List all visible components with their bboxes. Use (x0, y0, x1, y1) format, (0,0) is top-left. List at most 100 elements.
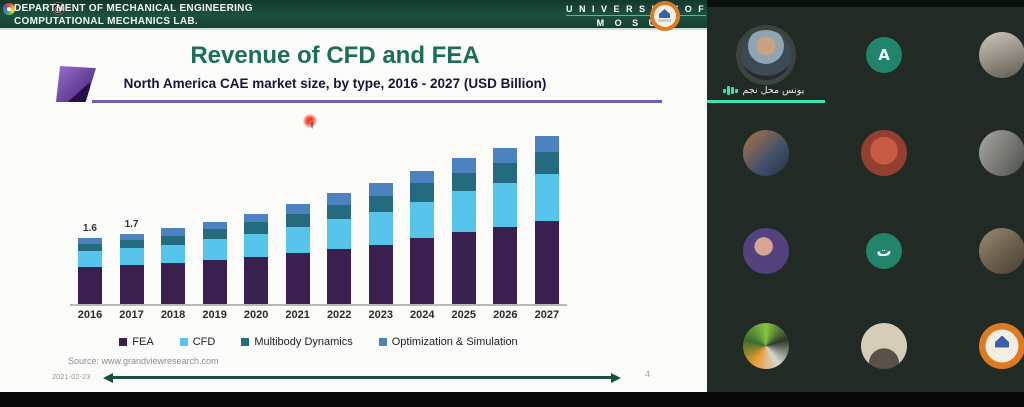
bar-segment-2027-FEA (534, 220, 559, 304)
bar-segment-2026-FEA (493, 226, 518, 304)
legend-label-CFD: CFD (192, 336, 216, 348)
bar-segment-2017-Multibody Dynamics (119, 240, 144, 249)
bar-segment-2017-CFD (119, 248, 144, 266)
x-tick-2021: 2021 (285, 309, 310, 321)
bar-2024 (402, 135, 442, 304)
bar-stack-2022 (327, 193, 352, 304)
bar-segment-2017-FEA (119, 265, 144, 304)
participant-tile-7[interactable] (707, 203, 825, 299)
legend-item-Multibody Dynamics: Multibody Dynamics (241, 336, 353, 348)
x-tick-2017: 2017 (119, 309, 144, 321)
legend-label-Optimization & Simulation: Optimization & Simulation (391, 336, 518, 348)
bar-segment-2022-FEA (327, 248, 352, 304)
department-title: DEPARTMENT OF MECHANICAL ENGINEERING COM… (14, 2, 253, 28)
legend-swatch-CFD (179, 338, 188, 346)
university-name: U N I V E R S I T Y O F M O S U L (566, 3, 706, 29)
chart-legend: FEA CFD Multibody Dynamics Optimization & S… (70, 336, 567, 348)
bar-2022 (319, 135, 359, 304)
shared-screen: @ DEPARTMENT OF MECHANICAL ENGINEERING C… (0, 0, 707, 392)
bar-segment-2023-CFD (368, 211, 393, 245)
bar-segment-2021-Multibody Dynamics (285, 213, 310, 227)
x-tick-2019: 2019 (202, 309, 227, 321)
bar-stack-2016 (78, 238, 102, 304)
bar-stack-2019 (202, 222, 227, 304)
x-tick-2018: 2018 (160, 309, 186, 321)
avatar (741, 30, 791, 80)
pinwheel-icon (3, 3, 15, 15)
avatar (979, 130, 1024, 176)
bar-stack-2024 (410, 170, 435, 304)
bar-segment-2016-CFD (78, 251, 102, 268)
initial-avatar: ت (866, 233, 902, 269)
bar-segment-2016-Multibody Dynamics (78, 243, 102, 252)
x-tick-2027: 2027 (534, 309, 560, 321)
participant-tile-3[interactable] (943, 7, 1024, 103)
x-tick-2022: 2022 (326, 309, 352, 321)
bar-segment-2016-FEA (78, 267, 102, 304)
source-note: Source: www.grandviewresearch.com (68, 356, 219, 366)
bar-segment-2025-CFD (451, 191, 476, 233)
participants-grid: يونس محل نجم A ت (707, 7, 1024, 392)
bar-segment-2026-Multibody Dynamics (493, 163, 518, 183)
title-block: Revenue of CFD and FEA North America CAE… (30, 42, 640, 91)
bar-segment-2019-CFD (202, 239, 227, 260)
bar-segment-2027-CFD (534, 173, 559, 221)
x-tick-2016: 2016 (77, 309, 103, 321)
avatar (861, 130, 907, 176)
legend-item-CFD: CFD (179, 336, 216, 348)
bar-2023 (361, 135, 401, 304)
participant-tile-2[interactable]: A (825, 7, 943, 103)
at-icon: @ (52, 2, 65, 15)
bar-segment-2019-Optimization & Simulation (202, 222, 227, 230)
bar-2020 (236, 135, 276, 304)
participant-tile-8[interactable]: ت (825, 203, 943, 299)
bar-segment-2025-Optimization & Simulation (451, 158, 476, 173)
participant-tile-1[interactable]: يونس محل نجم (707, 7, 825, 103)
bar-segment-2027-Optimization & Simulation (534, 135, 559, 152)
bar-segment-2021-CFD (285, 226, 310, 253)
title-underline (92, 100, 662, 103)
slide-subtitle: North America CAE market size, by type, … (123, 76, 547, 91)
voice-activity-icon (723, 86, 738, 95)
bar-2016: 1.6 (70, 135, 110, 304)
avatar (979, 228, 1024, 274)
bar-2027 (527, 135, 567, 304)
participant-tile-6[interactable] (943, 103, 1024, 203)
legend-item-FEA: FEA (119, 336, 154, 348)
avatar (743, 322, 789, 369)
bar-2017: 1.7 (112, 135, 152, 304)
participant-tile-11[interactable] (825, 299, 943, 392)
x-tick-2023: 2023 (368, 309, 393, 321)
stacked-bar-chart: 1.6 1.7 2016 2017 2018 2019 2020 2021 2022 2023 2… (70, 135, 567, 321)
legend-item-Optimization & Simulation: Optimization & Simulation (378, 336, 518, 348)
avatar (743, 130, 789, 176)
bar-2018 (153, 135, 193, 304)
participant-tile-12[interactable] (943, 299, 1024, 392)
chart-x-axis-labels: 2016 2017 2018 2019 2020 2021 2022 2023 2024 2025… (70, 309, 567, 321)
bar-stack-2027 (534, 135, 559, 304)
bar-segment-2025-FEA (451, 232, 476, 304)
bar-segment-2022-Multibody Dynamics (327, 204, 352, 220)
bar-segment-2020-FEA (244, 256, 269, 304)
participant-tile-10[interactable] (707, 299, 825, 392)
department-line2: COMPUTATIONAL MECHANICS LAB. (14, 16, 198, 27)
bar-segment-2020-Optimization & Simulation (244, 213, 269, 223)
laser-pointer-dot (303, 114, 317, 128)
participant-tile-4[interactable] (707, 103, 825, 203)
bar-segment-2027-Multibody Dynamics (534, 151, 559, 174)
bar-segment-2025-Multibody Dynamics (451, 172, 476, 192)
x-tick-2020: 2020 (243, 309, 269, 321)
legend-swatch-Optimization & Simulation (378, 338, 387, 346)
bar-segment-2018-FEA (161, 263, 186, 304)
participant-tile-5[interactable] (825, 103, 943, 203)
bar-segment-2017-Optimization & Simulation (119, 234, 144, 241)
page-number: 4 (645, 369, 651, 379)
bar-stack-2020 (244, 213, 269, 304)
bar-segment-2024-Optimization & Simulation (410, 170, 435, 184)
legend-swatch-Multibody Dynamics (241, 338, 250, 346)
bar-2019 (195, 135, 235, 304)
active-speaker-tag: يونس محل نجم (723, 85, 804, 96)
university-line2: M O S U L (566, 15, 706, 29)
bar-stack-2025 (451, 158, 476, 304)
participant-tile-9[interactable] (943, 203, 1024, 299)
